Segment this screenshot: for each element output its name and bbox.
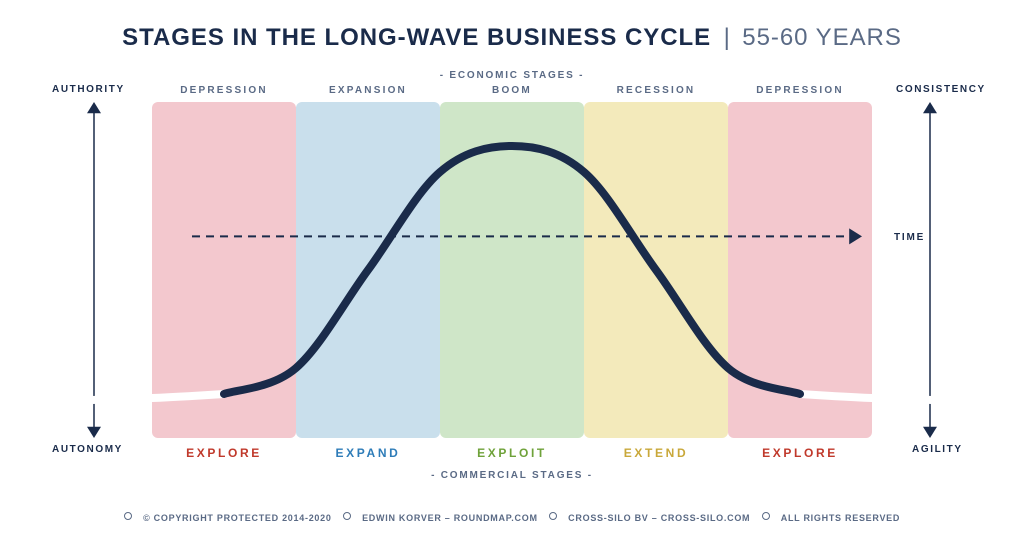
commercial-stages-label: - COMMERCIAL STAGES -: [0, 470, 1024, 481]
economic-stage-label: DEPRESSION: [152, 85, 296, 96]
bullet-icon: [762, 512, 770, 520]
economic-stage-label: RECESSION: [584, 85, 728, 96]
footer-item: ALL RIGHTS RESERVED: [781, 513, 900, 523]
title-main: STAGES IN THE LONG-WAVE BUSINESS CYCLE: [122, 24, 711, 51]
title-separator: |: [724, 24, 730, 51]
page: STAGES IN THE LONG-WAVE BUSINESS CYCLE |…: [0, 0, 1024, 541]
bullet-icon: [549, 512, 557, 520]
left-bottom-label: AUTONOMY: [52, 444, 123, 455]
time-label: TIME: [894, 232, 925, 243]
economic-stage-label: EXPANSION: [296, 85, 440, 96]
right-top-label: CONSISTENCY: [896, 84, 986, 95]
footer-item: CROSS-SILO BV – CROSS-SILO.COM: [568, 513, 750, 523]
chart-area: DEPRESSIONEXPLOREEXPANSIONEXPANDBOOMEXPL…: [152, 102, 872, 438]
economic-stage-label: BOOM: [440, 85, 584, 96]
right-bottom-label: AGILITY: [912, 444, 963, 455]
commercial-stage-label: EXPLORE: [152, 446, 296, 460]
footer-item: EDWIN KORVER – ROUNDMAP.COM: [362, 513, 538, 523]
commercial-stage-label: EXPLOIT: [440, 446, 584, 460]
commercial-stage-label: EXPLORE: [728, 446, 872, 460]
commercial-stage-label: EXTEND: [584, 446, 728, 460]
bullet-icon: [124, 512, 132, 520]
title-subtitle: 55-60 YEARS: [742, 24, 902, 51]
commercial-stage-label: EXPAND: [296, 446, 440, 460]
economic-stages-label: - ECONOMIC STAGES -: [0, 70, 1024, 81]
footer: © COPYRIGHT PROTECTED 2014-2020 EDWIN KO…: [0, 513, 1024, 523]
curve-svg: [72, 102, 952, 438]
footer-item: © COPYRIGHT PROTECTED 2014-2020: [143, 513, 332, 523]
bullet-icon: [343, 512, 351, 520]
economic-stage-label: DEPRESSION: [728, 85, 872, 96]
left-top-label: AUTHORITY: [52, 84, 125, 95]
title-row: STAGES IN THE LONG-WAVE BUSINESS CYCLE |…: [0, 24, 1024, 52]
